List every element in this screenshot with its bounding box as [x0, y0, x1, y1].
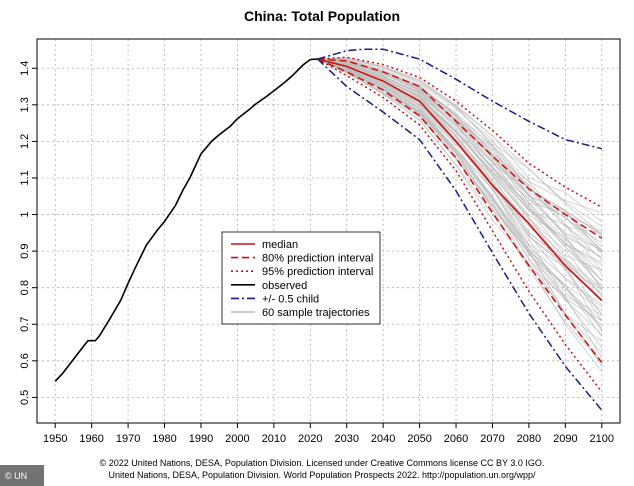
y-tick-label: 1.2: [19, 134, 31, 149]
y-tick-label: 1: [19, 211, 31, 217]
y-tick-label: 0.9: [19, 243, 31, 258]
y-tick-label: 1.1: [19, 170, 31, 185]
sample-trajectory: [317, 58, 603, 349]
sample-trajectory: [317, 58, 603, 311]
x-tick-label: 1970: [116, 433, 140, 445]
x-tick-label: 1960: [79, 433, 103, 445]
y-axis: 0.5 0.6 0.7 0.8 0.9 1 1.1 1.2 1.3 1.4: [19, 61, 37, 405]
series-line: [317, 58, 603, 239]
series-line: [317, 48, 602, 150]
y-tick-label: 0.8: [19, 280, 31, 295]
series-line: [54, 58, 318, 382]
footer-line-1: © 2022 United Nations, DESA, Population …: [100, 458, 545, 468]
x-tick-label: 2060: [444, 433, 468, 445]
legend-label: observed: [262, 280, 307, 292]
x-tick-label: 1980: [152, 433, 176, 445]
legend-label: 95% prediction interval: [262, 266, 373, 278]
credit-text: © UN: [5, 471, 27, 481]
x-tick-label: 2090: [553, 433, 577, 445]
y-tick-label: 0.7: [19, 317, 31, 332]
y-tick-label: 1.4: [19, 61, 31, 76]
x-tick-label: 2100: [590, 433, 614, 445]
credit-badge: [0, 465, 44, 486]
chart-title: China: Total Population: [244, 8, 400, 24]
x-tick-label: 1990: [189, 433, 213, 445]
x-axis: 1950 1960 1970 1980 1990 2000 2010 2020 2030 2040…: [43, 423, 614, 445]
x-tick-label: 2040: [371, 433, 395, 445]
x-tick-label: 2070: [480, 433, 504, 445]
x-tick-label: 2080: [517, 433, 541, 445]
series-line: [317, 58, 603, 411]
series-line: [317, 58, 603, 364]
series-line: [317, 56, 603, 208]
series-line: [317, 58, 603, 302]
series-lines: [54, 48, 603, 411]
series-line: [317, 58, 603, 393]
footer-line-2: United Nations, DESA, Population Divisio…: [108, 470, 536, 480]
sample-trajectory: [317, 58, 602, 233]
plot-frame: [36, 38, 621, 424]
y-tick-label: 1.3: [19, 97, 31, 112]
legend-label: +/- 0.5 child: [262, 293, 319, 305]
legend-label: 60 sample trajectories: [262, 307, 370, 319]
sample-trajectory: [317, 58, 603, 367]
legend-label: median: [262, 239, 298, 251]
legend-label: 80% prediction interval: [262, 253, 373, 265]
grid: [37, 39, 620, 423]
x-tick-label: 1950: [43, 433, 67, 445]
legend-box: [221, 231, 381, 325]
sample-trajectory: [317, 57, 603, 236]
x-tick-label: 2030: [334, 433, 358, 445]
x-tick-label: 2020: [298, 433, 322, 445]
x-tick-label: 2010: [262, 433, 286, 445]
y-tick-label: 0.6: [19, 353, 31, 368]
y-tick-label: 0.5: [19, 390, 31, 405]
x-tick-label: 2000: [225, 433, 249, 445]
x-tick-label: 2050: [407, 433, 431, 445]
